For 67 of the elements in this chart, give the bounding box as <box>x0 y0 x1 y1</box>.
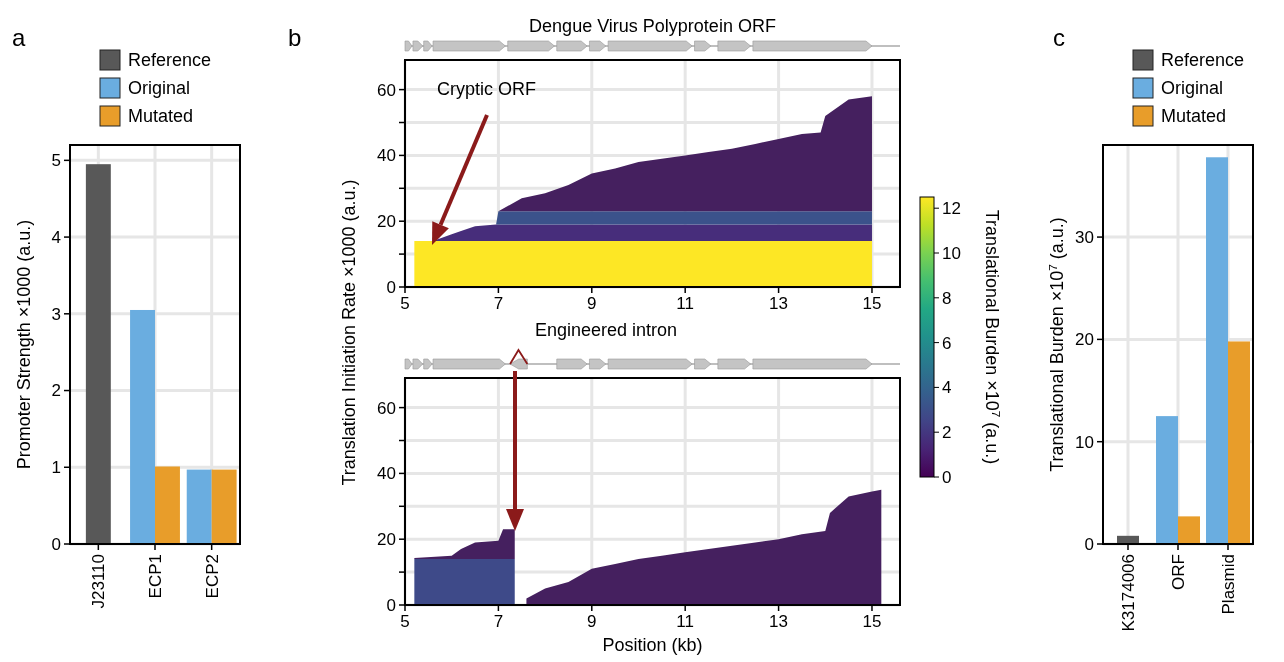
y-tick-label: 1 <box>51 458 61 478</box>
x-tick-label: 15 <box>862 612 882 631</box>
color-bar-label: 2 <box>942 423 952 443</box>
x-tick-label: 13 <box>769 612 789 631</box>
legend-label: Mutated <box>128 106 194 127</box>
x-tick-label: J23110 <box>89 554 109 609</box>
text: b <box>288 24 302 51</box>
bar <box>1228 341 1250 544</box>
y-tick-label: 30 <box>1075 228 1094 248</box>
bar <box>130 309 155 544</box>
x-axis-title: Position (kb) <box>602 635 703 655</box>
y-tick-label: 2 <box>51 381 61 401</box>
color-bar-label: 4 <box>942 378 952 398</box>
y-tick-label: 60 <box>377 398 396 418</box>
y-tick-label: 0 <box>386 277 396 297</box>
x-tick-label: 15 <box>862 294 882 313</box>
bar <box>1156 416 1178 544</box>
y-tick-label: 20 <box>377 530 396 550</box>
y-axis-title: Promoter Strength ×1000 (a.u.) <box>14 219 34 470</box>
x-tick-label: Plasmid <box>1218 554 1238 615</box>
bar <box>85 164 111 544</box>
chart-title: Dengue Virus Polyprotein ORF <box>529 16 776 36</box>
legend-label: Original <box>1161 78 1224 99</box>
color-bar-label: 8 <box>942 288 952 308</box>
x-tick-label: 11 <box>676 294 695 313</box>
y-tick-label: 20 <box>377 212 396 232</box>
x-tick-label: ECP2 <box>202 554 222 599</box>
y-tick-label: 0 <box>1084 534 1094 554</box>
bar <box>186 469 212 544</box>
text: c <box>1053 24 1065 51</box>
x-tick-label: 9 <box>587 612 597 631</box>
color-bar-label: 10 <box>942 243 961 263</box>
x-tick-label: ECP1 <box>145 554 165 599</box>
y-tick-label: 40 <box>377 464 396 484</box>
color-bar-label: 6 <box>942 333 952 353</box>
x-tick-label: 5 <box>400 294 410 313</box>
annotation: Cryptic ORF <box>437 79 536 99</box>
y-tick-label: 0 <box>51 534 61 554</box>
x-tick-label: K3174006 <box>1118 554 1138 632</box>
x-tick-label: 5 <box>400 612 410 631</box>
text: a <box>12 24 26 51</box>
x-tick-label: 11 <box>676 612 695 631</box>
y-tick-label: 20 <box>1075 330 1094 350</box>
bar <box>1178 516 1200 544</box>
x-tick-label: 13 <box>769 294 789 313</box>
legend-label: Reference <box>1161 50 1245 71</box>
y-tick-label: 5 <box>51 151 61 171</box>
legend-label: Original <box>128 78 191 99</box>
legend-label: Mutated <box>1161 106 1227 127</box>
x-tick-label: 9 <box>587 294 597 313</box>
y-tick-label: 10 <box>1075 432 1094 452</box>
y-axis-title: Translation Initiation Rate ×1000 (a.u.) <box>339 179 359 486</box>
x-tick-label: ORF <box>1168 554 1188 590</box>
y-tick-label: 0 <box>386 595 396 615</box>
x-tick-label: 7 <box>493 294 504 313</box>
color-bar-label: 12 <box>942 199 961 219</box>
bar <box>1206 157 1228 544</box>
y-tick-label: 40 <box>377 146 396 166</box>
text: Engineered intron <box>535 320 678 340</box>
legend-label: Reference <box>128 50 212 71</box>
y-tick-label: 60 <box>377 80 396 100</box>
color-bar-label: 0 <box>942 467 952 487</box>
y-tick-label: 3 <box>51 304 61 324</box>
y-tick-label: 4 <box>51 228 61 248</box>
bar <box>155 466 180 544</box>
bar <box>211 469 237 544</box>
x-tick-label: 7 <box>493 612 504 631</box>
